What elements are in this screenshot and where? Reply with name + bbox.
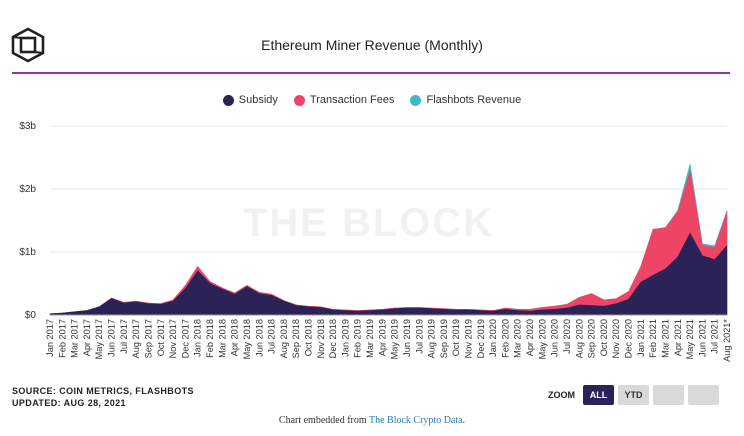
- x-tick-label: Mar 2020: [513, 319, 523, 358]
- x-tick-label: Feb 2019: [353, 319, 363, 358]
- x-tick-label: May 2021: [685, 319, 695, 359]
- x-tick-label: Feb 2017: [57, 319, 67, 358]
- x-tick-label: Jul 2017: [119, 319, 129, 354]
- y-tick-label: $1b: [19, 247, 36, 258]
- x-tick-label: Nov 2017: [168, 319, 178, 358]
- updated-text: UPDATED: AUG 28, 2021: [12, 398, 126, 408]
- embed-note: Chart embedded from The Block Crypto Dat…: [0, 415, 744, 426]
- x-tick-label: Apr 2017: [82, 319, 92, 356]
- zoom-controls: ZOOM ALL YTD: [548, 385, 719, 405]
- y-tick-label: $3b: [19, 121, 36, 132]
- x-tick-label: Feb 2018: [205, 319, 215, 358]
- x-tick-label: Aug 2017: [131, 319, 141, 358]
- x-tick-label: Dec 2020: [624, 319, 634, 358]
- legend-item-transaction-fees[interactable]: Transaction Fees: [293, 94, 395, 106]
- embed-link[interactable]: The Block Crypto Data: [368, 415, 463, 426]
- x-tick-label: Sep 2020: [587, 319, 597, 358]
- legend-item-flashbots-revenue[interactable]: Flashbots Revenue: [410, 94, 521, 106]
- source-note: SOURCE: COIN METRICS, FLASHBOTS UPDATED:…: [12, 385, 194, 409]
- legend-label-subsidy: Subsidy: [238, 94, 278, 106]
- zoom-label: ZOOM: [548, 390, 575, 400]
- x-tick-label: Apr 2021: [673, 319, 683, 356]
- zoom-ytd-button[interactable]: YTD: [618, 385, 649, 405]
- x-tick-label: Nov 2018: [316, 319, 326, 358]
- legend-label-transaction-fees: Transaction Fees: [309, 94, 395, 106]
- x-tick-label: Feb 2020: [500, 319, 510, 358]
- x-tick-label: Oct 2019: [451, 319, 461, 356]
- x-tick-label: Nov 2019: [464, 319, 474, 358]
- x-tick-label: Jul 2018: [267, 319, 277, 354]
- x-tick-label: Jun 2020: [550, 319, 560, 357]
- zoom-all-button[interactable]: ALL: [583, 385, 614, 405]
- x-tick-label: Nov 2020: [611, 319, 621, 358]
- x-tick-label: Aug 2021*: [722, 319, 732, 362]
- legend-label-flashbots-revenue: Flashbots Revenue: [426, 94, 522, 106]
- legend-swatch-subsidy: [222, 94, 234, 106]
- x-tick-label: Mar 2018: [217, 319, 227, 358]
- y-tick-label: $0: [25, 310, 37, 321]
- x-tick-label: Oct 2017: [156, 319, 166, 356]
- x-tick-label: Feb 2021: [648, 319, 658, 358]
- x-tick-label: Jan 2021: [636, 319, 646, 357]
- x-tick-label: Oct 2020: [599, 319, 609, 356]
- x-tick-label: May 2019: [390, 319, 400, 359]
- legend-item-subsidy[interactable]: Subsidy: [222, 94, 278, 106]
- x-tick-label: Jan 2017: [45, 319, 55, 357]
- x-tick-label: May 2017: [94, 319, 104, 359]
- legend-swatch-flashbots-revenue: [410, 94, 422, 106]
- x-tick-label: Sep 2017: [143, 319, 153, 358]
- x-tick-label: Dec 2019: [476, 319, 486, 358]
- x-tick-label: Jul 2019: [414, 319, 424, 354]
- watermark: THE BLOCK: [243, 201, 494, 245]
- x-tick-label: Mar 2019: [365, 319, 375, 358]
- x-tick-label: Apr 2018: [230, 319, 240, 356]
- x-tick-label: May 2018: [242, 319, 252, 359]
- embed-prefix: Chart embedded from: [278, 415, 369, 426]
- x-tick-label: Dec 2018: [328, 319, 338, 358]
- x-tick-label: Dec 2017: [180, 319, 190, 358]
- x-tick-label: Jun 2019: [402, 319, 412, 357]
- x-tick-label: Jun 2017: [107, 319, 117, 357]
- x-tick-label: May 2020: [537, 319, 547, 359]
- x-tick-label: Apr 2020: [525, 319, 535, 356]
- header-divider: [12, 72, 730, 74]
- x-tick-label: Jan 2018: [193, 319, 203, 357]
- legend-swatch-transaction-fees: [293, 94, 305, 106]
- series-area-subsidy: [49, 232, 728, 316]
- x-tick-label: Jun 2018: [254, 319, 264, 357]
- chart-title: Ethereum Miner Revenue (Monthly): [261, 37, 483, 53]
- x-tick-label: Aug 2019: [427, 319, 437, 358]
- x-tick-label: Oct 2018: [303, 319, 313, 356]
- y-tick-label: $2b: [19, 184, 36, 195]
- source-text: SOURCE: COIN METRICS, FLASHBOTS: [12, 386, 194, 396]
- x-tick-label: Jun 2021: [697, 319, 707, 357]
- x-tick-label: Apr 2019: [377, 319, 387, 356]
- x-tick-label: Mar 2021: [660, 319, 670, 358]
- x-tick-label: Jan 2020: [488, 319, 498, 357]
- zoom-option-button[interactable]: [653, 385, 684, 405]
- x-tick-label: Jan 2019: [340, 319, 350, 357]
- chart-legend[interactable]: Subsidy Transaction Fees Flashbots Reven…: [0, 94, 744, 106]
- x-tick-label: Jul 2020: [562, 319, 572, 354]
- embed-suffix: .: [462, 415, 466, 426]
- x-tick-label: Mar 2017: [70, 319, 80, 358]
- x-tick-label: Sep 2018: [291, 319, 301, 358]
- x-tick-label: Aug 2020: [574, 319, 584, 358]
- zoom-option-button[interactable]: [688, 385, 719, 405]
- x-tick-label: Aug 2018: [279, 319, 289, 358]
- x-tick-label: Jul 2021: [710, 319, 720, 354]
- x-tick-label: Sep 2019: [439, 319, 449, 358]
- the-block-logo-icon: [11, 27, 45, 63]
